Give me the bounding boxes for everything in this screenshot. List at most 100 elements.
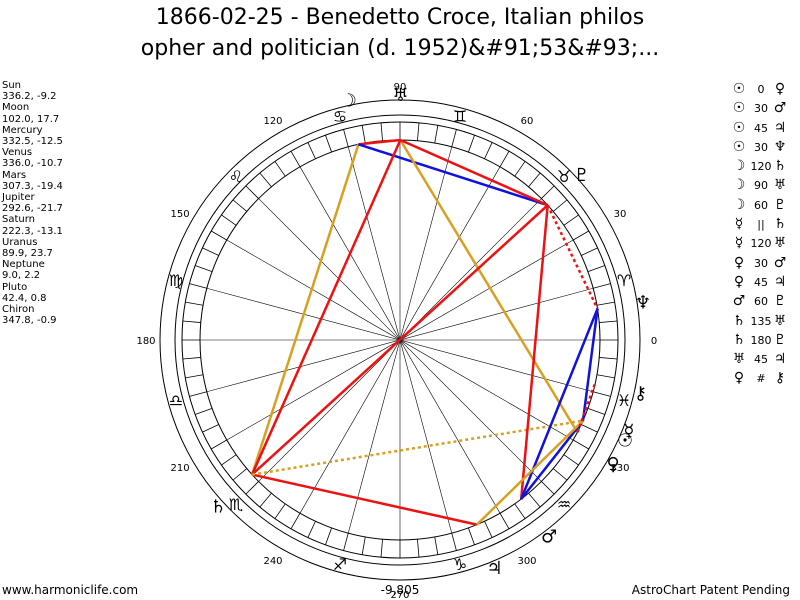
aspect-angle: 120 <box>750 160 772 174</box>
degree-tick <box>573 230 589 241</box>
sign-ring-outer <box>174 114 626 566</box>
zodiac-sign: ♋ <box>333 107 347 126</box>
aspect-planet-2: ♇ <box>773 293 787 310</box>
degree-tick <box>581 424 598 433</box>
degree-tick <box>182 320 201 323</box>
aspect-row: ☽ 90 ♅ <box>728 176 788 195</box>
degree-tick <box>202 424 219 433</box>
aspect-planet-2: ♆ <box>773 138 787 155</box>
degree-tick <box>202 247 219 256</box>
aspect-planet-1: ☉ <box>732 138 746 155</box>
aspect-angle: 45 <box>754 275 768 289</box>
footer-website[interactable]: www.harmoniclife.com <box>2 583 139 597</box>
degree-label: 300 <box>517 556 536 567</box>
aspect-angle: 120 <box>750 237 772 251</box>
planet-glyph-pluto: ♇ <box>574 165 590 186</box>
planet-glyph-jupiter: ♃ <box>486 558 502 579</box>
degree-label: 180 <box>136 336 155 347</box>
degree-tick <box>274 161 286 177</box>
position-value-sun: 336.2, -9.2 <box>2 91 57 103</box>
degree-label: 210 <box>170 463 189 474</box>
aspect-line <box>250 143 360 475</box>
position-label-saturn: Saturn <box>2 214 36 226</box>
degree-tick <box>451 129 457 147</box>
aspect-line <box>358 143 549 207</box>
position-value-mars: 307.3, -19.4 <box>2 180 63 192</box>
degree-tick <box>417 122 420 141</box>
aspect-planet-1: ☿ <box>734 216 744 233</box>
degree-tick <box>499 513 510 529</box>
aspect-row: ♄ 180 ♇ <box>728 331 788 350</box>
aspect-planet-1: ♄ <box>732 312 746 329</box>
degree-label: 330 <box>610 463 629 474</box>
aspect-row: ☉ 30 ♂ <box>728 99 788 118</box>
chart-title-line-2: opher and politician (d. 1952)&#91;53&#9… <box>140 36 660 61</box>
degree-tick <box>552 199 568 212</box>
aspect-planet-2: ♄ <box>773 216 787 233</box>
position-value-neptune: 9.0, 2.2 <box>2 270 41 282</box>
degree-label: 270 <box>390 590 409 600</box>
degree-label: 0 <box>651 336 657 347</box>
position-value-chiron: 347.8, -0.9 <box>2 315 57 327</box>
planet-glyph-mars: ♂ <box>541 527 557 548</box>
zodiac-sign-glyphs: ♈ ♉ ♊ ♋ ♌ ♍ ♎ ♏ ♐ ♑ ♒ ♓ <box>169 107 632 574</box>
aspect-planet-2: ♇ <box>773 331 787 348</box>
footer-patent: AstroChart Patent Pending <box>631 583 790 597</box>
degree-tick <box>325 527 332 545</box>
aspect-line <box>251 204 549 476</box>
degree-label: 240 <box>263 556 282 567</box>
position-label-venus: Venus <box>2 147 33 159</box>
aspect-planet-1: ♂ <box>732 293 746 310</box>
aspect-line <box>251 419 584 476</box>
position-label-chiron: Chiron <box>2 304 35 316</box>
degree-tick <box>587 408 605 415</box>
degree-tick <box>599 357 618 360</box>
position-label-moon: Moon <box>2 102 30 114</box>
zodiac-sign: ♈ <box>617 271 631 290</box>
aspect-line <box>546 204 599 310</box>
aspect-row: ☉ 45 ♃ <box>728 119 788 138</box>
aspect-row: ☉ 0 ♀ <box>728 80 788 99</box>
aspect-angle: 90 <box>754 179 768 193</box>
degree-labels: 0 30 60 90 120 150 180 210 240 270 300 330 <box>136 82 657 600</box>
zodiac-sign: ♏ <box>229 495 243 514</box>
position-label-mars: Mars <box>2 169 27 181</box>
aspect-row: ☉ 30 ♆ <box>728 138 788 157</box>
aspect-planet-1: ☉ <box>732 81 746 97</box>
degree-label: 60 <box>521 116 534 127</box>
degree-tick <box>528 172 541 188</box>
degree-tick <box>232 199 248 212</box>
planet-glyphs: ☉ ☽ ☿♀ ♂ ♃ ♄ ♅ ♆ ♇ ⚷ <box>210 85 651 579</box>
position-value-moon: 102.0, 17.7 <box>2 113 60 125</box>
degree-tick <box>211 439 227 450</box>
aspect-row: ♅ 45 ♃ <box>728 350 788 369</box>
position-value-venus: 336.0, -10.7 <box>2 158 63 170</box>
degree-tick <box>514 161 526 177</box>
degree-tick <box>380 122 383 141</box>
aspect-line <box>358 138 401 146</box>
degree-tick <box>361 536 366 555</box>
position-label-jupiter: Jupiter <box>2 192 35 204</box>
planet-glyph-uranus: ♅ <box>392 85 408 106</box>
aspect-planet-1: ☽ <box>732 196 746 213</box>
aspect-angle: # <box>756 372 766 386</box>
aspect-row: ☽ 60 ♇ <box>728 196 788 215</box>
aspect-planet-1: ☉ <box>732 119 746 136</box>
planet-glyph-venus: ♀ <box>606 454 619 475</box>
aspect-planet-1: ☽ <box>732 177 746 194</box>
degree-tick <box>325 135 332 153</box>
aspect-planet-2: ♅ <box>773 235 787 252</box>
degree-tick <box>514 503 526 519</box>
aspect-planet-2: ♃ <box>773 351 787 368</box>
degree-tick <box>484 521 493 538</box>
position-value-pluto: 42.4, 0.8 <box>2 292 47 304</box>
outer-ring <box>159 99 641 581</box>
zodiac-sign: ♑ <box>453 555 467 574</box>
aspect-planet-2: ♀ <box>774 81 786 97</box>
position-value-uranus: 89.9, 23.7 <box>2 248 53 260</box>
degree-tick <box>434 536 439 555</box>
degree-tick <box>581 247 598 256</box>
degree-tick <box>221 214 237 226</box>
aspect-planet-1: ☽ <box>732 158 746 175</box>
aspect-row: ♀ 30 ♂ <box>728 254 788 273</box>
